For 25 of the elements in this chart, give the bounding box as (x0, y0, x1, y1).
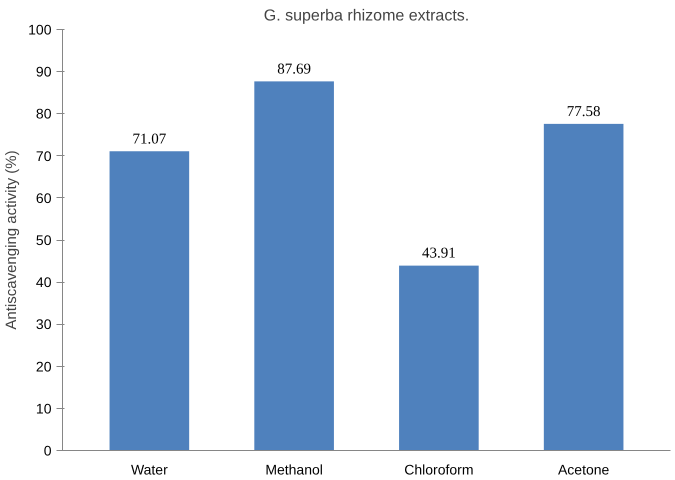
bar (544, 124, 624, 450)
y-tick-label: 80 (36, 106, 52, 122)
x-tick-label: Water (130, 462, 168, 478)
y-tick-label: 30 (36, 316, 52, 332)
data-label: 43.91 (422, 246, 456, 262)
bar (399, 266, 479, 450)
data-label: 87.69 (277, 61, 311, 78)
data-label: 77.58 (566, 104, 601, 120)
bar (110, 151, 190, 450)
y-tick-label: 90 (36, 64, 52, 80)
y-tick-label: 50 (36, 232, 52, 248)
y-tick-label: 40 (36, 274, 52, 290)
chart-title: G. superba rhizome extracts. (264, 8, 470, 24)
y-tick-label: 60 (36, 190, 52, 206)
x-tick-label: Chloroform (404, 462, 474, 478)
bar (254, 81, 334, 450)
y-tick-label: 70 (36, 148, 52, 164)
x-tick-label: Methanol (265, 462, 323, 478)
y-tick-label: 20 (36, 358, 52, 374)
x-tick-label: Acetone (558, 462, 610, 478)
data-label: 71.07 (132, 131, 167, 148)
y-tick-label: 10 (36, 400, 52, 416)
y-tick-label: 0 (44, 442, 52, 458)
y-tick-label: 100 (28, 22, 52, 38)
y-axis-title: Antiscavenging activity (%) (3, 150, 20, 330)
